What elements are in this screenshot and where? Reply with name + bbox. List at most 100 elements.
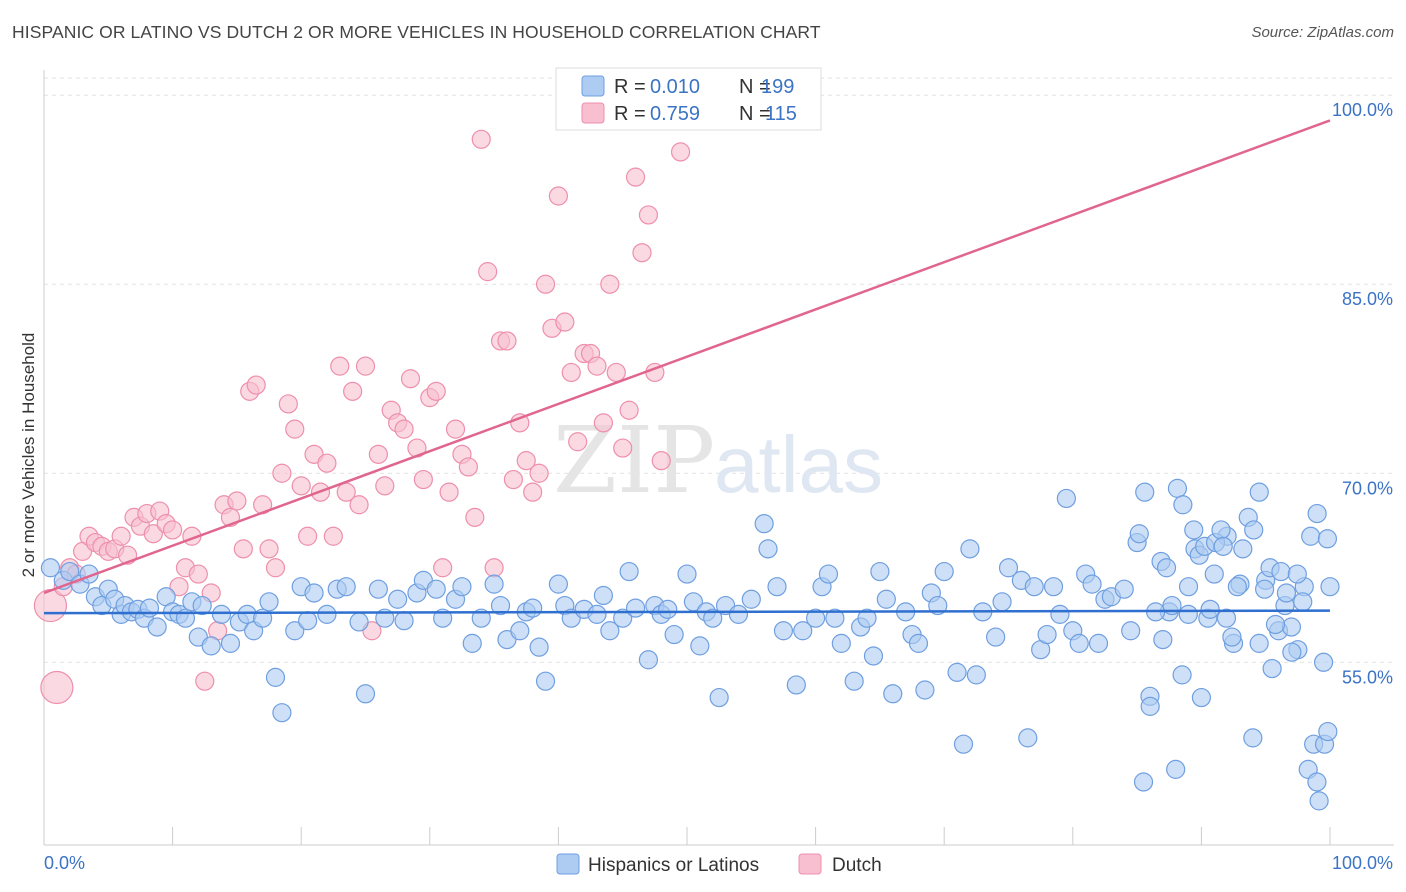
hispanic-point xyxy=(1167,478,1188,498)
hispanic-point xyxy=(728,604,749,624)
hispanic-point xyxy=(471,608,491,628)
hispanic-point xyxy=(523,598,543,618)
hispanic-point xyxy=(773,621,794,641)
dutch-point xyxy=(510,413,530,433)
hispanic-point xyxy=(1056,488,1076,509)
hispanic-point xyxy=(600,621,620,641)
hispanic-point xyxy=(664,624,684,645)
hispanic-point xyxy=(1018,728,1038,748)
hispanic-point xyxy=(484,574,504,594)
stats-r-value-1: 0.010 xyxy=(650,76,700,98)
y-tick-labels: 55.0% 70.0% 85.0% 100.0% xyxy=(1332,100,1393,687)
hispanic-point xyxy=(758,539,778,559)
hispanic-point xyxy=(510,621,530,641)
hispanic-point xyxy=(1121,621,1141,641)
hispanic-point xyxy=(883,684,903,704)
chart-title: HISPANIC OR LATINO VS DUTCH 2 OR MORE VE… xyxy=(12,22,821,42)
dutch-point xyxy=(651,451,671,471)
dutch-point xyxy=(497,331,517,351)
grid xyxy=(44,77,1394,663)
y-tick-label: 55.0% xyxy=(1342,667,1393,687)
hispanic-point xyxy=(1318,721,1338,742)
hispanic-point xyxy=(139,598,160,618)
hispanic-point xyxy=(1088,633,1109,653)
dutch-point xyxy=(143,524,163,544)
hispanic-point xyxy=(1262,658,1282,679)
hispanic-point xyxy=(1271,561,1291,582)
dutch-point xyxy=(561,362,581,383)
stats-r-label-1: R = xyxy=(614,76,646,98)
hispanic-point xyxy=(1249,633,1269,653)
dutch-point xyxy=(291,476,311,496)
hispanic-point xyxy=(452,577,472,597)
hispanic-point xyxy=(1281,617,1302,637)
dutch-point xyxy=(670,142,691,162)
dutch-point xyxy=(259,539,279,559)
dutch-point xyxy=(426,381,446,401)
dutch-point xyxy=(111,526,131,546)
hispanic-point xyxy=(658,599,678,619)
hispanic-point xyxy=(60,561,80,582)
hispanic-point xyxy=(619,561,639,582)
hispanic-point xyxy=(394,611,414,631)
hispanic-point xyxy=(548,574,569,594)
hispanic-point xyxy=(786,675,806,695)
hispanic-point xyxy=(211,604,232,624)
legend-label-dutch: Dutch xyxy=(832,855,882,876)
dutch-point xyxy=(349,495,369,515)
stats-n-value-1: 199 xyxy=(761,76,794,98)
watermark-atlas: atlas xyxy=(714,420,883,509)
hispanic-point xyxy=(1140,696,1160,716)
hispanic-point xyxy=(986,627,1006,647)
legend-label-hispanic: Hispanics or Latinos xyxy=(588,855,759,876)
axes xyxy=(43,70,1394,846)
dutch-point xyxy=(503,469,523,490)
hispanic-point xyxy=(192,595,212,616)
trend-lines xyxy=(43,119,1331,615)
dutch-point xyxy=(523,482,543,502)
dutch-point xyxy=(638,205,659,225)
hispanic-point xyxy=(1133,772,1154,792)
stats-legend-swatch-blue xyxy=(581,75,605,97)
hispanic-point xyxy=(1178,604,1198,624)
series-legend: Hispanics or Latinos Dutch xyxy=(556,853,882,876)
legend-swatch-dutch xyxy=(798,853,822,875)
hispanic-point xyxy=(1243,728,1263,748)
hispanic-point xyxy=(915,680,935,700)
dutch-point xyxy=(478,262,498,282)
dutch-trend-line xyxy=(43,119,1331,595)
y-tick-label: 100.0% xyxy=(1332,100,1393,120)
hispanic-point xyxy=(767,577,787,597)
hispanic-point xyxy=(1249,482,1269,502)
hispanic-point xyxy=(40,558,61,578)
hispanic-point xyxy=(863,646,884,666)
watermark-zip: ZIP xyxy=(553,407,715,514)
dutch-point xyxy=(323,526,343,546)
hispanic-point xyxy=(201,636,221,656)
hispanic-point xyxy=(1173,495,1193,515)
stats-legend-swatch-pink xyxy=(581,102,605,124)
hispanic-point xyxy=(741,589,761,609)
dutch-point xyxy=(471,129,491,149)
hispanic-point xyxy=(825,608,845,628)
hispanic-point xyxy=(1156,558,1177,578)
hispanic-point xyxy=(1313,652,1334,672)
dutch-point xyxy=(413,469,433,490)
dutch-point xyxy=(343,381,363,401)
stats-n-label-2: N = xyxy=(739,103,771,125)
dutch-point xyxy=(439,482,459,502)
hispanic-point xyxy=(1309,791,1329,811)
dutch-point xyxy=(233,539,253,559)
dutch-points xyxy=(33,83,691,705)
stats-n-value-2: 115 xyxy=(765,103,797,125)
source-label: Source: ZipAtlas.com xyxy=(1251,24,1394,41)
dutch-point xyxy=(587,356,607,376)
hispanic-point xyxy=(613,608,633,628)
hispanic-point xyxy=(355,684,376,704)
hispanic-point xyxy=(368,579,388,599)
hispanic-point xyxy=(490,595,511,616)
dutch-point xyxy=(368,444,388,464)
hispanic-point xyxy=(966,665,986,685)
hispanic-point xyxy=(953,734,974,754)
hispanic-point xyxy=(1320,577,1340,597)
